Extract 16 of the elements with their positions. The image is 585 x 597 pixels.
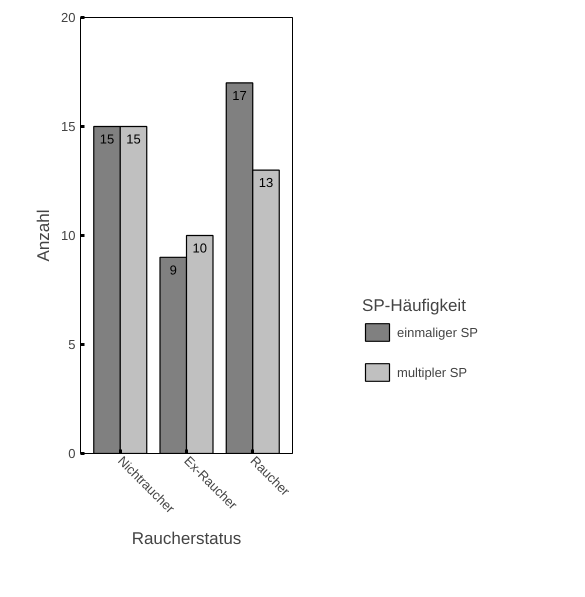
data-label: 9: [170, 262, 177, 278]
data-label: 13: [258, 175, 274, 190]
legend-title: SP-Häufigkeit: [362, 296, 467, 316]
data-label: 15: [100, 132, 114, 146]
y-tick-label: 20: [61, 10, 76, 25]
y-tick-label: 0: [68, 446, 76, 461]
y-tick-label: 10: [61, 228, 76, 243]
legend-label: multipler SP: [397, 364, 468, 380]
legend-label: einmaliger SP: [397, 324, 478, 340]
x-axis-title: Raucherstatus: [132, 529, 242, 548]
data-label: 10: [192, 240, 207, 256]
data-label: 15: [126, 132, 141, 146]
y-axis-title: Anzahl: [34, 210, 54, 262]
y-tick-label: 5: [68, 337, 76, 352]
data-label: 17: [232, 88, 247, 103]
y-tick-label: 15: [61, 119, 76, 134]
